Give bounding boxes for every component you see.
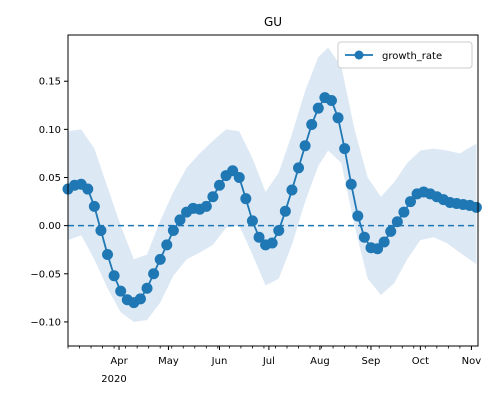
legend-box — [337, 41, 473, 69]
data-point — [95, 224, 107, 236]
data-point — [345, 178, 357, 190]
data-point — [233, 172, 245, 184]
x-tick-label: Sep — [362, 356, 381, 367]
data-point — [372, 243, 384, 255]
data-point — [115, 285, 127, 297]
x-tick-label: Aug — [310, 356, 330, 367]
data-point — [385, 225, 397, 237]
data-point — [207, 191, 219, 203]
data-point — [167, 224, 179, 236]
data-point — [240, 193, 252, 205]
data-point — [253, 231, 265, 243]
data-point — [134, 293, 146, 305]
data-point — [398, 206, 410, 218]
legend-label: growth_rate — [382, 51, 442, 62]
x-tick-label: Oct — [412, 356, 429, 367]
data-point — [141, 282, 153, 294]
plot-frame — [67, 34, 479, 347]
data-point — [148, 268, 160, 280]
data-point — [391, 216, 403, 228]
data-point — [266, 237, 278, 249]
data-point — [88, 200, 100, 212]
data-point — [325, 94, 337, 106]
data-point — [339, 143, 351, 155]
data-point — [108, 270, 120, 282]
data-point — [404, 196, 416, 208]
legend: growth_rate — [337, 41, 473, 69]
data-point — [312, 102, 324, 114]
data-point — [154, 253, 166, 265]
data-point — [174, 214, 186, 226]
data-point — [273, 224, 285, 236]
chart-title: GU — [264, 15, 282, 29]
x-tick-label: Jul — [262, 356, 275, 367]
data-point — [161, 239, 173, 251]
y-tick-label: −0.05 — [30, 269, 61, 280]
legend-marker — [354, 50, 364, 60]
data-point — [227, 165, 239, 177]
y-tick-label: 0.10 — [39, 125, 61, 136]
data-point — [378, 236, 390, 248]
data-point — [102, 249, 114, 261]
x-tick-label: Nov — [462, 356, 482, 367]
x-year-label: 2020 — [101, 374, 126, 385]
data-point — [470, 201, 482, 213]
data-point — [200, 200, 212, 212]
data-point — [82, 183, 94, 195]
data-point — [246, 215, 258, 227]
data-point — [299, 140, 311, 152]
x-tick-label: May — [158, 356, 179, 367]
data-point — [332, 112, 344, 124]
data-point — [213, 179, 225, 191]
y-tick-label: 0.05 — [39, 173, 61, 184]
y-tick-label: 0.00 — [39, 221, 61, 232]
data-point — [358, 231, 370, 243]
confidence-band — [68, 47, 477, 322]
y-tick-label: 0.15 — [39, 77, 61, 88]
data-point — [286, 184, 298, 196]
data-point — [279, 205, 291, 217]
x-tick-label: Jun — [211, 356, 228, 367]
data-point — [352, 210, 364, 222]
y-tick-label: −0.10 — [30, 317, 61, 328]
data-point — [293, 162, 305, 174]
data-point — [306, 119, 318, 131]
x-tick-label: Apr — [110, 356, 128, 367]
